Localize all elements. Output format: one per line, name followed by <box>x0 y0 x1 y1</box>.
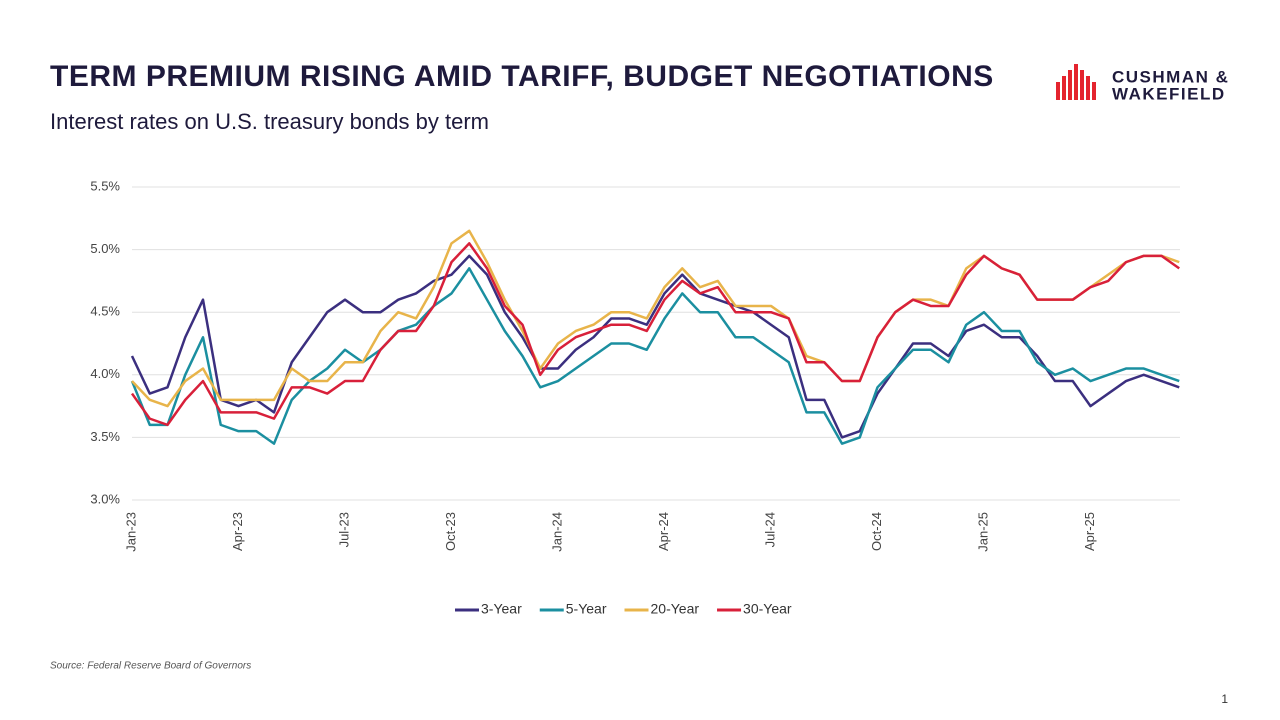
chart-title: TERM PREMIUM RISING AMID TARIFF, BUDGET … <box>50 60 994 93</box>
series-line <box>130 267 1180 445</box>
x-tick-label: Oct-24 <box>869 512 884 551</box>
x-tick-label: Jan-24 <box>549 512 564 552</box>
chart-subtitle: Interest rates on U.S. treasury bonds by… <box>50 109 489 134</box>
legend-label: 30-Year <box>743 601 792 617</box>
y-tick-label: 3.0% <box>90 491 120 506</box>
legend-label: 5-Year <box>566 601 607 617</box>
series-line <box>130 254 1180 439</box>
y-tick-label: 4.5% <box>90 304 120 319</box>
y-tick-label: 5.5% <box>90 178 120 193</box>
logo-text: CUSHMAN & <box>1112 67 1229 86</box>
x-tick-label: Apr-24 <box>656 512 671 551</box>
x-tick-label: Jul-24 <box>762 512 777 547</box>
y-tick-label: 4.0% <box>90 366 120 381</box>
logo-mark <box>1056 64 1096 100</box>
y-tick-label: 5.0% <box>90 241 120 256</box>
x-tick-label: Jan-25 <box>975 512 990 552</box>
x-tick-label: Apr-25 <box>1082 512 1097 551</box>
series-line <box>131 229 1180 408</box>
legend-label: 20-Year <box>651 601 700 617</box>
x-tick-label: Jan-23 <box>123 512 138 552</box>
logo-text: WAKEFIELD <box>1112 84 1226 103</box>
x-tick-label: Jul-23 <box>336 512 351 547</box>
source-note: Source: Federal Reserve Board of Governo… <box>50 661 251 672</box>
x-tick-label: Oct-23 <box>443 512 458 551</box>
legend-label: 3-Year <box>481 601 522 617</box>
page-number: 1 <box>1221 692 1228 706</box>
x-tick-label: Apr-23 <box>230 512 245 551</box>
series-line <box>130 242 1180 427</box>
y-tick-label: 3.5% <box>90 429 120 444</box>
